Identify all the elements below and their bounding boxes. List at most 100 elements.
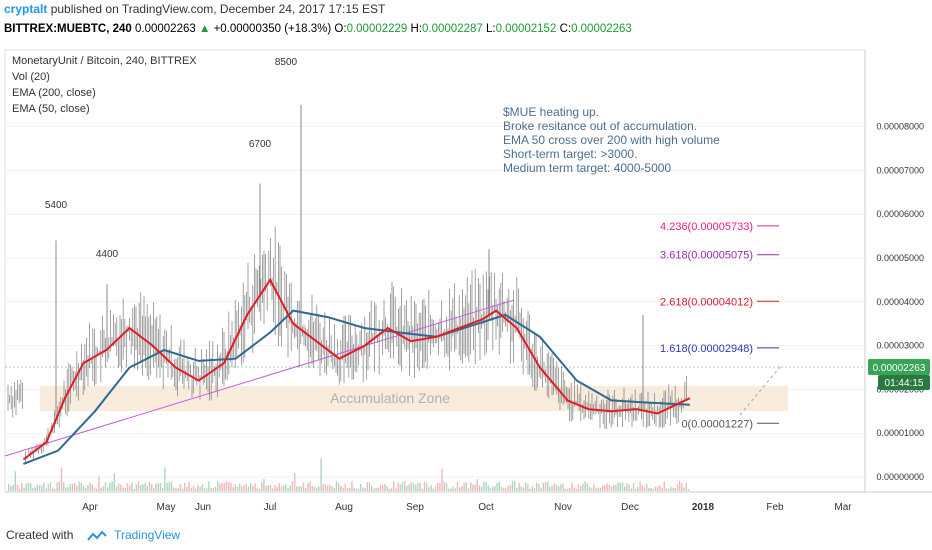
tradingview-brand[interactable]: TradingView — [114, 528, 181, 542]
y-tick-label: 0.00004000 — [876, 297, 924, 307]
volume-bar — [47, 484, 49, 491]
note-line: Short-term target: >3000. — [503, 147, 637, 161]
volume-bar — [509, 484, 511, 491]
volume-bar — [648, 488, 650, 491]
volume-bar — [544, 481, 547, 491]
volume-bar — [170, 481, 173, 491]
volume-bar — [19, 488, 21, 491]
analysis-note: $MUE heating up. Broke resitance out of … — [503, 105, 720, 175]
x-tick-label: Feb — [766, 502, 784, 513]
legend-vol[interactable]: Vol (20) — [12, 71, 50, 83]
volume-bar — [371, 485, 373, 491]
fib-label: 2.618(0.00004012) — [660, 296, 753, 308]
y-tick-label: 0.00007000 — [876, 165, 924, 175]
volume-bar — [483, 481, 485, 491]
volume-bar — [311, 486, 313, 491]
volume-bar — [626, 482, 628, 491]
volume-bar — [388, 488, 390, 491]
volume-bar — [355, 488, 357, 491]
volume-bar — [140, 485, 142, 491]
price-axis[interactable] — [865, 50, 932, 492]
volume-bar — [676, 484, 679, 491]
volume-bar — [263, 478, 265, 491]
note-line: $MUE heating up. — [503, 105, 599, 119]
publish-text: published on TradingView.com, December 2… — [50, 2, 386, 16]
volume-bar — [632, 483, 635, 491]
volume-bar — [232, 487, 234, 491]
fib-label: 4.236(0.00005733) — [660, 221, 753, 233]
volume-bar — [338, 482, 340, 491]
volume-bar — [289, 485, 291, 491]
volume-bar — [212, 487, 214, 491]
volume-bar — [478, 485, 481, 491]
volume-bar — [254, 483, 256, 491]
volume-bar — [564, 488, 566, 491]
volume-bar — [527, 484, 529, 491]
volume-bar — [588, 486, 591, 491]
volume-bar — [234, 484, 236, 491]
note-line: Broke resitance out of accumulation. — [503, 119, 697, 133]
volume-bar — [197, 484, 199, 491]
volume-bar — [465, 482, 467, 491]
volume-bar — [586, 483, 588, 491]
volume-bar — [665, 488, 668, 491]
countdown-timer: 01:44:15 — [885, 378, 924, 389]
volume-bar — [593, 484, 595, 491]
note-line: Medium term target: 4000-5000 — [503, 161, 671, 175]
volume-bar — [489, 488, 492, 491]
volume-bar — [349, 488, 351, 491]
volume-bar — [107, 487, 109, 491]
volume-bar — [377, 487, 379, 491]
volume-bar — [258, 488, 261, 491]
x-tick-label: Sep — [406, 502, 424, 513]
volume-bar — [71, 483, 74, 491]
volume-bar — [461, 486, 463, 491]
volume-bar — [274, 484, 276, 491]
volume-bar — [168, 481, 170, 491]
low-label: L: — [486, 23, 496, 35]
volume-bar — [335, 480, 338, 491]
volume-bar — [243, 485, 245, 491]
volume-bar — [619, 482, 621, 491]
author-link[interactable]: cryptalt — [4, 2, 48, 16]
price-chart[interactable]: 0.000000000.000010000.000020000.00003000… — [0, 45, 932, 520]
legend-ema200[interactable]: EMA (200, close) — [12, 87, 96, 99]
volume-bar — [591, 488, 593, 491]
volume-bar — [606, 483, 608, 491]
volume-bar — [313, 486, 316, 491]
volume-bar — [327, 485, 329, 491]
legend-ema50[interactable]: EMA (50, close) — [12, 103, 90, 115]
volume-bar — [287, 487, 289, 491]
volume-bar — [201, 483, 203, 491]
symbol: BITTREX:MUEBTC, 240 — [4, 23, 132, 35]
volume-bar — [27, 483, 30, 491]
current-price: 0.00002263 — [135, 23, 196, 35]
last-price-tag — [868, 359, 930, 375]
volume-bar — [228, 482, 230, 491]
symbol-bar: BITTREX:MUEBTC, 240 0.00002263 ▲ +0.0000… — [0, 20, 932, 38]
volume-bar — [82, 486, 85, 491]
volume-bar — [661, 487, 663, 491]
volume-bar — [210, 487, 212, 491]
volume-bar — [500, 486, 503, 491]
chart-area[interactable]: 0.000000000.000010000.000020000.00003000… — [0, 45, 932, 520]
volume-bar — [351, 481, 353, 491]
volume-bar — [553, 483, 555, 491]
publish-info: cryptalt published on TradingView.com, D… — [0, 0, 932, 19]
volume-bar — [267, 485, 269, 491]
volume-bar — [320, 458, 322, 491]
volume-bar — [93, 487, 96, 491]
accumulation-zone-label: Accumulation Zone — [330, 390, 450, 406]
volume-bar — [659, 485, 661, 491]
volume-bar — [85, 487, 87, 491]
volume-bar — [459, 487, 461, 491]
volume-bar — [12, 484, 14, 491]
volume-bar — [144, 482, 146, 491]
volume-bar — [529, 489, 531, 491]
volume-bar — [214, 486, 217, 491]
volume-bar — [577, 484, 580, 491]
volume-bar — [652, 488, 654, 491]
volume-bar — [353, 487, 355, 491]
volume-bar — [390, 488, 393, 491]
chart-legend: MonetaryUnit / Bitcoin, 240, BITTREX Vol… — [12, 55, 197, 115]
